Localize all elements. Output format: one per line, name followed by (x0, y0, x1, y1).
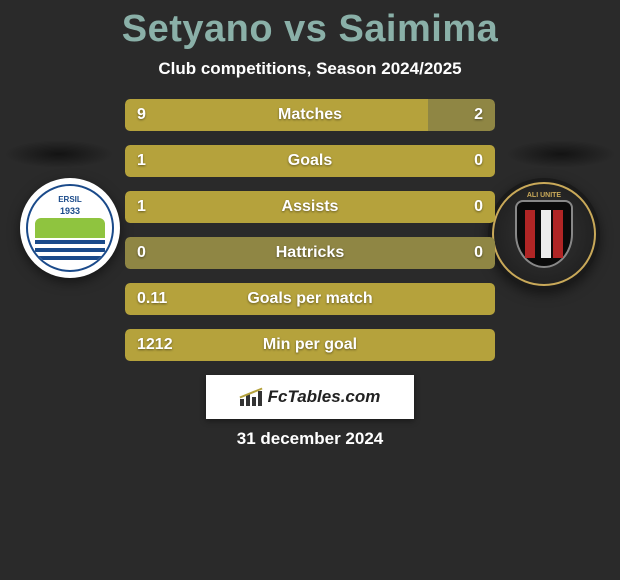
bali-logo-icon: ALI UNITE (492, 182, 596, 286)
stat-label: Min per goal (125, 329, 495, 361)
persib-logo-icon: ERSIL 1933 (26, 184, 114, 272)
left-club-text: ERSIL (58, 195, 82, 204)
date-label: 31 december 2024 (0, 429, 620, 449)
subtitle: Club competitions, Season 2024/2025 (0, 59, 620, 79)
stat-row: 92Matches (125, 99, 495, 131)
right-shadow (506, 140, 616, 168)
left-club-year: 1933 (60, 206, 80, 216)
logo-wave-panel (35, 238, 105, 262)
logo-green-panel (35, 218, 105, 238)
shield-icon (515, 200, 573, 268)
player1-name: Setyano (122, 8, 273, 50)
stat-label: Matches (125, 99, 495, 131)
left-shadow (4, 140, 114, 168)
brand-text: FcTables.com (268, 387, 381, 407)
left-club-logo: ERSIL 1933 (20, 178, 120, 278)
chart-icon (240, 388, 262, 406)
stats-table: 92Matches 10Goals 10Assists 00Hattricks 0.11… (125, 99, 495, 361)
stat-row: 10Assists (125, 191, 495, 223)
stat-row: 10Goals (125, 145, 495, 177)
stat-row: 00Hattricks (125, 237, 495, 269)
player2-name: Saimima (338, 8, 498, 50)
brand-badge[interactable]: FcTables.com (206, 375, 414, 419)
stat-row: 1212Min per goal (125, 329, 495, 361)
stat-label: Goals per match (125, 283, 495, 315)
right-club-text: ALI UNITE (494, 192, 594, 199)
stat-row: 0.11Goals per match (125, 283, 495, 315)
page-title: Setyano vs Saimima (0, 8, 620, 51)
stat-label: Assists (125, 191, 495, 223)
vs-text: vs (284, 8, 327, 50)
right-club-logo: ALI UNITE (488, 178, 600, 290)
stat-label: Hattricks (125, 237, 495, 269)
stat-label: Goals (125, 145, 495, 177)
comparison-card: Setyano vs Saimima Club competitions, Se… (0, 0, 620, 449)
